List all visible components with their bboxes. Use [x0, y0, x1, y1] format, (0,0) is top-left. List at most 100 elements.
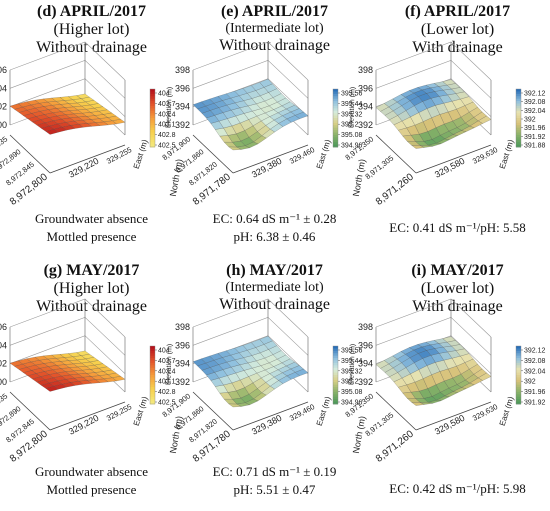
colorbar-frame	[332, 88, 339, 148]
colorbar-label: 392	[524, 379, 536, 386]
colorbar-swatch	[150, 389, 155, 393]
colorbar-swatch	[516, 115, 521, 119]
panel-e-notes: EC: 0.64 dS m⁻¹ ± 0.28 pH: 6.38 ± 0.46	[183, 210, 366, 246]
panel-header: (e) APRIL/2017 (Intermediate lot) Withou…	[183, 3, 366, 54]
colorbar-label: 395.32	[341, 368, 363, 375]
colorbar-swatch	[150, 382, 155, 386]
colorbar-label: 392	[524, 117, 536, 124]
z-tick-label: 402	[0, 102, 7, 112]
colorbar-swatch	[333, 108, 338, 112]
colorbar-label: 391.92	[524, 400, 546, 407]
z-tick-label: 392	[358, 120, 373, 130]
colorbar-swatch	[516, 98, 521, 102]
colorbar-label: 403.7	[158, 101, 176, 108]
colorbar-swatch	[333, 139, 338, 143]
colorbar-swatch	[516, 387, 521, 390]
colorbar-swatch	[516, 350, 521, 354]
y-axis-line	[9, 391, 51, 431]
z-tick-label: 400	[0, 120, 7, 130]
colorbar-label: 395.56	[341, 348, 363, 355]
panel-subtitle: (Intermediate lot)	[225, 20, 324, 36]
z-gridline	[9, 41, 126, 81]
z-gridline	[375, 41, 492, 81]
colorbar-swatch	[516, 132, 521, 136]
x-axis-line	[232, 144, 309, 174]
x-axis-title: East (m)	[498, 395, 516, 427]
colorbar-label: 395.08	[341, 389, 363, 396]
colorbar-swatch	[333, 355, 338, 359]
surface-cell	[76, 93, 90, 99]
colorbar-swatch	[333, 382, 338, 386]
y-axis-title: North (m)	[168, 158, 184, 197]
plot-frame-d	[9, 41, 126, 174]
colorbar-label: 403.1	[158, 122, 176, 129]
colorbar-swatch	[516, 120, 521, 124]
colorbar-swatch	[516, 93, 521, 97]
panel-g: (g) MAY/2017 (Higher lot) Without draina…	[0, 262, 183, 316]
x-axis-title: East (m)	[132, 395, 150, 427]
colorbar-swatch	[333, 372, 338, 376]
y-tick-label: 8,971,260	[374, 171, 416, 207]
colorbar-swatch	[150, 362, 155, 366]
colorbar-swatch	[150, 98, 155, 102]
colorbar-label: 395.2	[341, 122, 359, 129]
z-axis-title: Elevation (m)	[165, 344, 173, 385]
panel-subtitle: (Higher lot)	[53, 279, 130, 297]
panel-i-notes: EC: 0.42 dS m⁻¹/pH: 5.98	[366, 480, 549, 498]
z-tick-label: 392	[175, 377, 190, 387]
x-axis-line	[49, 401, 126, 431]
x-axis-line	[49, 144, 126, 174]
x-axis-title: East (m)	[498, 138, 516, 170]
panel-title: (d) APRIL/2017	[37, 3, 146, 20]
colorbar-swatch	[516, 391, 521, 395]
colorbar-swatch	[516, 348, 521, 352]
colorbar-swatch	[516, 358, 521, 361]
colorbar-swatch	[516, 401, 521, 405]
colorbar-label: 395.2	[341, 379, 359, 386]
colorbar-swatch	[150, 89, 155, 92]
surface-cell	[76, 350, 90, 356]
panel-drainage: Without drainage	[36, 38, 147, 56]
colorbar-swatch	[150, 384, 155, 388]
colorbar-frame	[515, 88, 522, 148]
colorbar-swatch	[516, 389, 521, 393]
colorbar-swatch	[150, 118, 155, 121]
panel-i: (i) MAY/2017 (Lower lot) With drainage	[366, 262, 549, 316]
colorbar-label: 392.08	[524, 99, 546, 106]
colorbar-swatch	[333, 96, 338, 100]
colorbar-swatch	[516, 110, 521, 114]
x-tick-label: 329,220	[67, 413, 100, 437]
z-tick-label: 396	[358, 83, 373, 93]
y-tick-label: 8,971,260	[374, 428, 416, 464]
colorbar-swatch	[150, 394, 155, 398]
y-axis-line	[9, 134, 51, 174]
colorbar-swatch	[516, 118, 521, 121]
x-tick-label: 329,220	[67, 156, 100, 180]
note-line: Groundwater absence	[35, 211, 148, 226]
colorbar-swatch	[333, 93, 338, 97]
colorbar-swatch	[150, 367, 155, 371]
colorbar-swatch	[150, 132, 155, 136]
colorbar-swatch	[516, 365, 521, 369]
x-tick-label: 329,460	[288, 402, 316, 423]
colorbar-swatch	[333, 362, 338, 366]
z-tick-label: 400	[0, 377, 7, 387]
colorbar-swatch	[333, 360, 338, 364]
y-tick-label: 8,971,305	[363, 410, 395, 438]
colorbar-swatch	[516, 127, 521, 131]
colorbar-swatch	[516, 130, 521, 133]
colorbar-swatch	[333, 118, 338, 121]
colorbar-label: 395.56	[341, 91, 363, 98]
z-gridline	[192, 41, 309, 81]
colorbar-swatch	[516, 91, 521, 95]
z-tick-label: 392	[358, 377, 373, 387]
z-tick-label: 396	[175, 83, 190, 93]
surface-cell	[442, 336, 456, 343]
z-tick-label: 398	[175, 65, 190, 75]
z-gridline	[9, 59, 126, 99]
z-tick-label: 398	[358, 322, 373, 332]
colorbar-label: 394.96	[341, 143, 363, 150]
panel-header: (h) MAY/2017 (Intermediate lot) Without …	[183, 262, 366, 313]
z-tick-label: 404	[0, 83, 7, 93]
colorbar-swatch	[150, 379, 155, 383]
